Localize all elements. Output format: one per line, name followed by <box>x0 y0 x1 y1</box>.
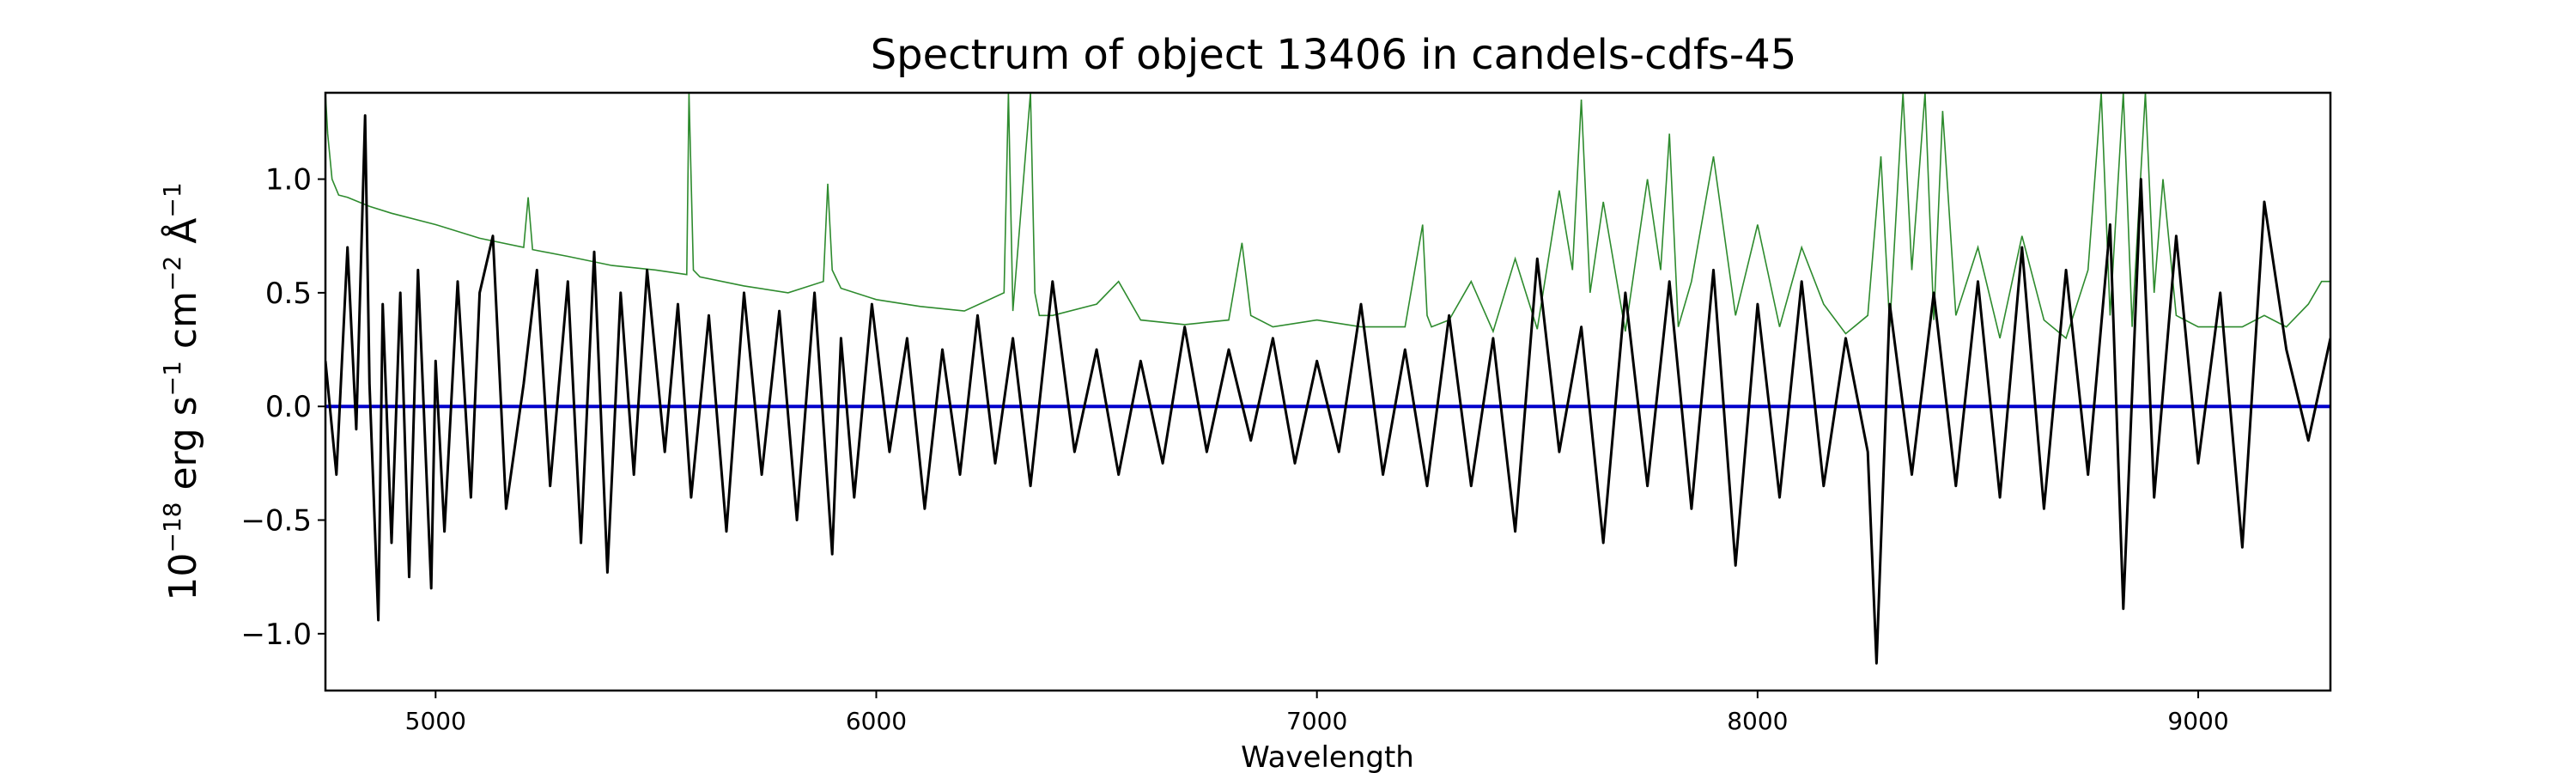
plot-frame <box>324 91 2332 692</box>
x-tick-label: 9000 <box>2167 707 2228 735</box>
y-axis-label: 10−18 erg s−1 cm−2 Å−1 <box>158 182 205 600</box>
y-tick-label: −0.5 <box>240 504 312 539</box>
chart-title: Spectrum of object 13406 in candels-cdfs… <box>871 31 1797 79</box>
y-tick-label: 1.0 <box>265 163 312 198</box>
x-tick-label: 7000 <box>1286 707 1347 735</box>
y-tick-label: 0.5 <box>265 277 312 311</box>
y-tick-label: 0.0 <box>265 390 312 424</box>
x-tick-label: 8000 <box>1727 707 1788 735</box>
x-axis-label: Wavelength <box>1241 740 1414 773</box>
flux-spectrum-line <box>325 114 2330 665</box>
x-tick-label: 5000 <box>405 707 466 735</box>
error-spectrum-line <box>325 93 2330 340</box>
x-tick-label: 6000 <box>846 707 907 735</box>
y-tick-label: −1.0 <box>240 618 312 652</box>
plot-area: 5000 6000 7000 8000 9000 −1.0 −0.5 0.0 0.5 1.0 <box>240 91 2332 735</box>
